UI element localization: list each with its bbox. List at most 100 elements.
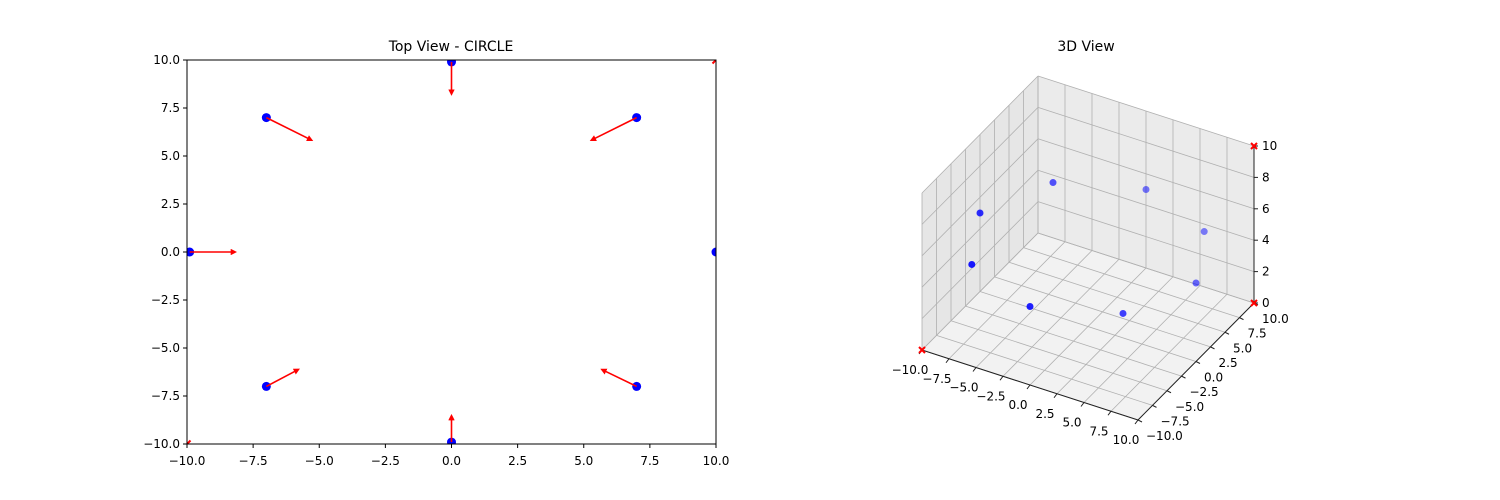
floor-grid-line (979, 291, 1197, 362)
back-grid-line (1037, 107, 1255, 178)
top-view-velocity-arrow (589, 116, 638, 142)
top-view-point (711, 247, 716, 257)
3d-view-point (1142, 186, 1150, 193)
top-view-title: Top View - CIRCLE (388, 39, 514, 55)
y-tick-label: −10.0 (1146, 429, 1183, 443)
back-grid-line (1037, 201, 1255, 272)
x-tick-label: 10.0 (1113, 433, 1140, 447)
3d-view-point (976, 209, 984, 217)
side-grid-line (921, 75, 1039, 194)
3d-view-x-marker (1250, 142, 1258, 150)
3d-view-grid (921, 75, 1255, 421)
y-tick-label: 5.0 (1233, 341, 1252, 355)
3d-view-point (1192, 279, 1200, 287)
x-tick-mark (1026, 384, 1031, 390)
top-view-plot-area (187, 60, 716, 444)
3d-view-chart: 3D View −10.0−7.5−5.0−2.50.02.55.07.510.… (892, 39, 1289, 447)
z-tick-label: 10 (1262, 139, 1277, 153)
y-tick-label: 0.0 (1204, 371, 1223, 385)
y-tick-mark (1137, 419, 1143, 423)
3d-view-point (968, 260, 976, 268)
y-tick-label: 5.0 (161, 149, 180, 163)
top-view-axes-frame (186, 59, 717, 445)
y-tick-label: −5.0 (151, 341, 180, 355)
top-view-x-axis: −10.0 −7.5 −5.0 −2.5 0.0 2.5 5.0 7.5 10.0 (169, 444, 729, 468)
y-tick-label: 2.5 (1219, 356, 1238, 370)
back-grid-line (1037, 138, 1255, 210)
x-tick-label: 0.0 (442, 454, 461, 468)
x-tick-mark (945, 358, 950, 364)
x-tick-mark (972, 367, 977, 372)
floor-grid-line (1008, 261, 1226, 333)
top-view-x-marker (187, 439, 192, 444)
x-tick-mark (1080, 402, 1085, 407)
x-tick-label: 7.5 (1089, 424, 1108, 438)
x-tick-label: −7.5 (239, 454, 268, 468)
z-tick-label: 0 (1262, 296, 1270, 310)
x-tick-label: 5.0 (1062, 416, 1081, 430)
y-tick-mark (1224, 331, 1230, 335)
x-tick-label: −2.5 (371, 454, 400, 468)
y-tick-label: −10.0 (143, 437, 180, 451)
3d-view-point (1049, 179, 1057, 187)
x-tick-label: −7.5 (922, 372, 951, 386)
x-tick-mark (1053, 393, 1058, 399)
3d-view-axes: −10.0−7.5−5.0−2.50.02.55.07.510.0 −10.0−7… (892, 139, 1289, 447)
side-grid-line (921, 169, 1039, 288)
3d-view-plot-area (918, 142, 1258, 354)
top-view-velocity-arrow (265, 368, 300, 388)
x-tick-label: 5.0 (574, 454, 593, 468)
z-tick-label: 4 (1262, 233, 1270, 247)
side-grid-line (921, 138, 1039, 257)
x-tick-mark (999, 375, 1004, 381)
y-tick-mark (1239, 317, 1244, 321)
y-tick-label: −2.5 (1190, 385, 1219, 399)
3d-view-point (1119, 309, 1127, 317)
y-tick-label: 10.0 (1262, 312, 1289, 326)
top-view-chart: Top View - CIRCLE −10.0 −7.5 −5.0 −2.5 0.0 2.… (143, 39, 729, 468)
y-tick-label: −5.0 (1175, 400, 1204, 414)
floor-grid-line (950, 320, 1168, 392)
side-grid-line (921, 232, 1039, 351)
x-tick-label: 2.5 (1035, 407, 1054, 421)
x-tick-label: −10.0 (169, 454, 206, 468)
x-tick-label: −5.0 (949, 381, 978, 395)
x-tick-label: −5.0 (305, 454, 334, 468)
top-view-y-axis: −10.0 −7.5 −5.0 −2.5 0.0 2.5 5.0 7.5 10.0 (143, 53, 187, 451)
back-grid-line (1037, 232, 1255, 304)
x-tick-label: −10.0 (892, 363, 929, 377)
back-grid-line (1037, 75, 1255, 147)
y-tick-label: −2.5 (151, 293, 180, 307)
x-tick-label: −2.5 (976, 389, 1005, 403)
floor-grid-line (994, 276, 1211, 348)
y-tick-label: 7.5 (161, 101, 180, 115)
x-tick-label: 0.0 (1008, 398, 1027, 412)
3d-view-panes (922, 76, 1254, 420)
x-tick-label: 2.5 (508, 454, 527, 468)
back-grid-line (1037, 169, 1255, 241)
3d-view-point (1026, 303, 1034, 310)
floor-grid-line (965, 305, 1182, 377)
y-tick-label: 7.5 (1248, 327, 1267, 341)
top-view-x-marker (711, 60, 716, 65)
floor-grid-line (1023, 247, 1240, 319)
x-tick-mark (1107, 410, 1112, 416)
y-tick-mark (1195, 361, 1201, 364)
3d-view-point (1200, 228, 1208, 236)
3d-view-x-marker (1250, 299, 1258, 307)
y-tick-label: −7.5 (1161, 414, 1190, 428)
z-tick-label: 8 (1262, 170, 1270, 184)
3d-view-title: 3D View (1057, 39, 1114, 55)
x-tick-mark (1134, 419, 1139, 425)
z-tick-label: 6 (1262, 202, 1270, 216)
y-tick-label: 10.0 (153, 53, 180, 67)
3d-view-x-marker (918, 346, 926, 354)
y-tick-mark (1181, 375, 1186, 379)
y-tick-label: −7.5 (151, 389, 180, 403)
y-tick-label: 0.0 (161, 245, 180, 259)
y-tick-mark (1152, 404, 1157, 408)
side-grid-line (921, 107, 1039, 225)
z-tick-label: 2 (1262, 265, 1270, 279)
top-view-velocity-arrow (600, 368, 637, 388)
